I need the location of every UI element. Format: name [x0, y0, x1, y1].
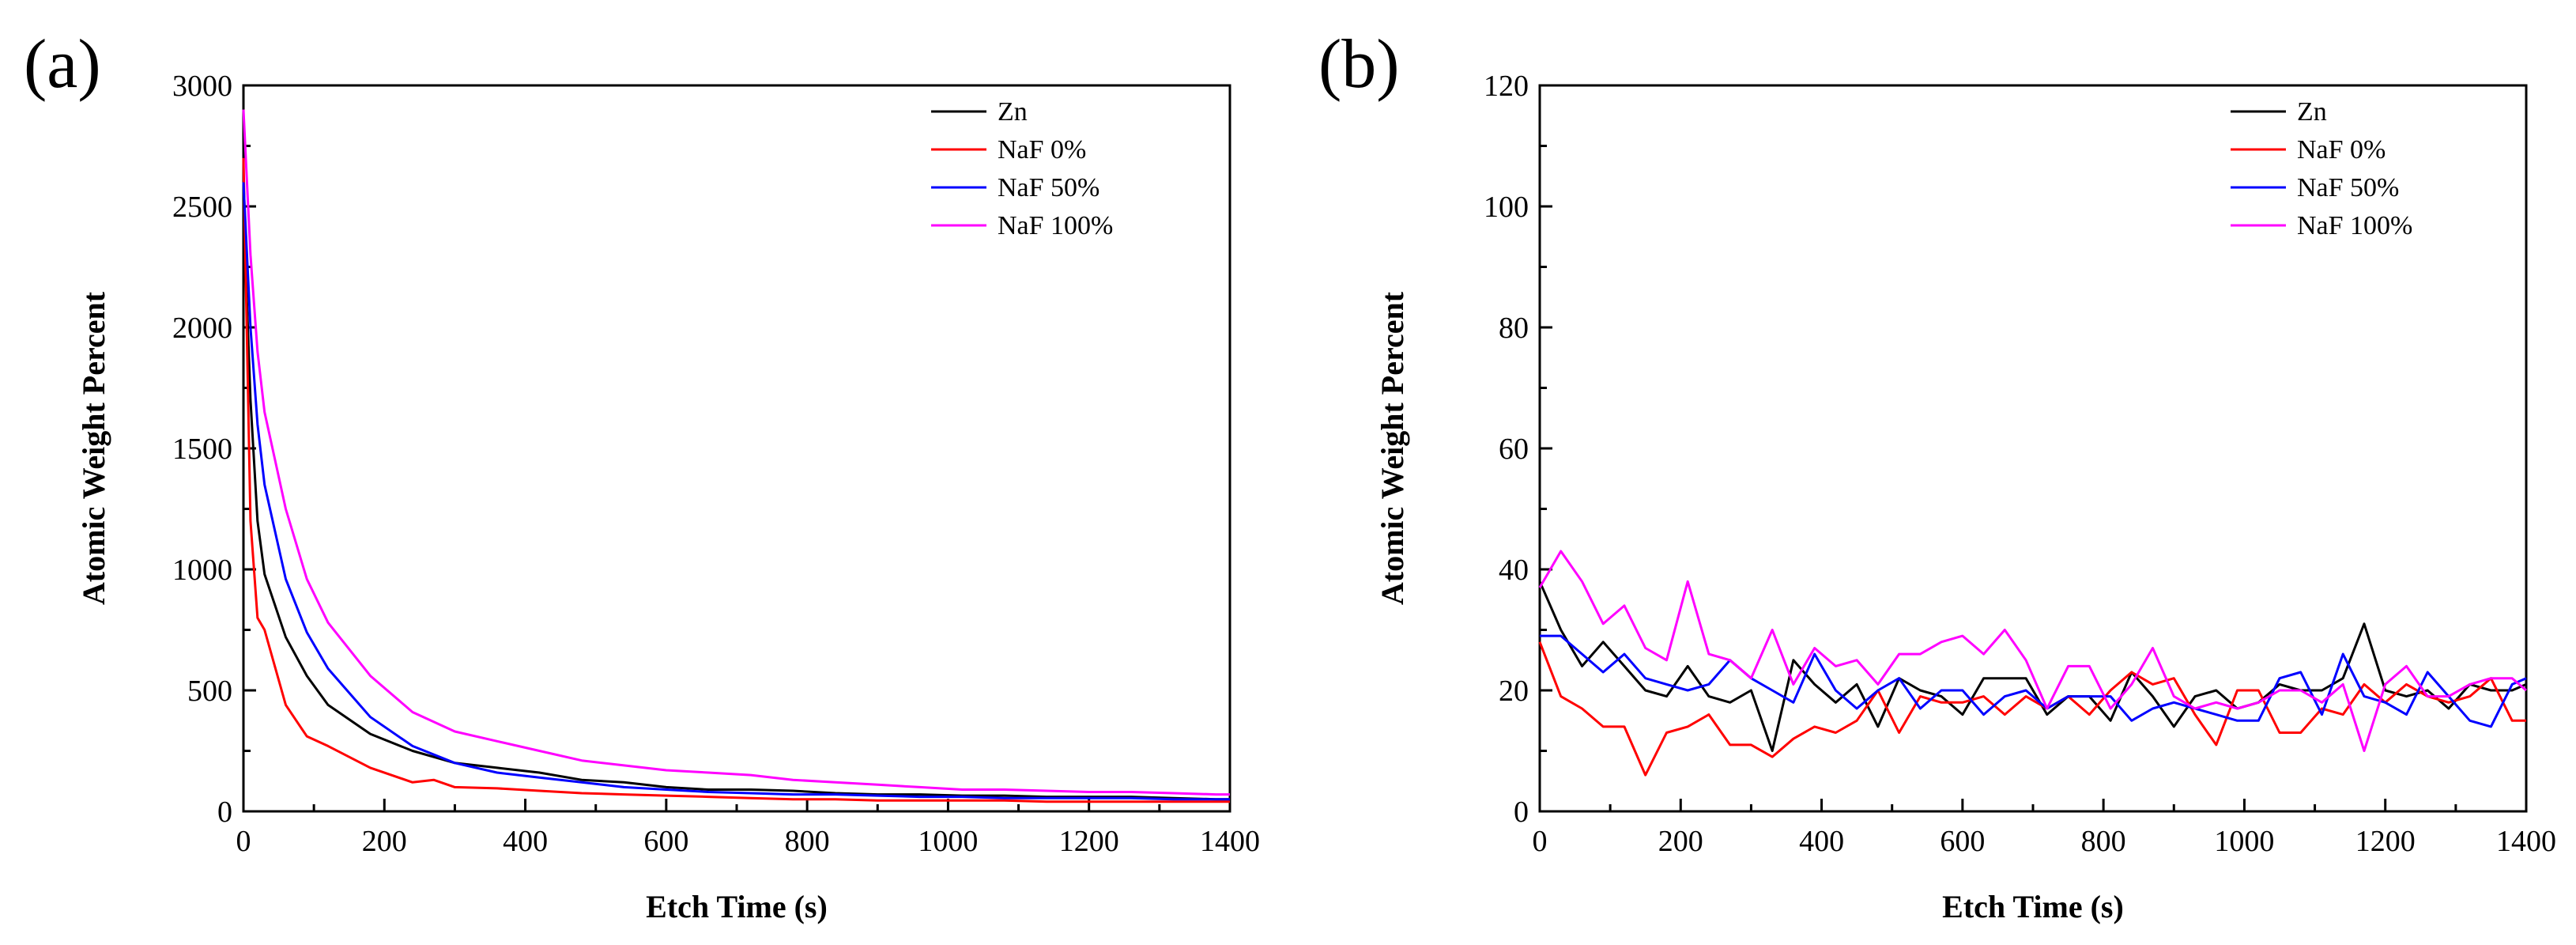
y-tick-label: 120	[1484, 70, 1529, 103]
y-tick-label: 2000	[172, 312, 232, 345]
panel-label: (a)	[24, 26, 101, 103]
x-tick-label: 600	[643, 825, 688, 858]
y-tick-label: 0	[1514, 796, 1529, 829]
y-tick-label: 0	[217, 796, 232, 829]
legend-label-zn: Zn	[998, 97, 1028, 127]
y-tick-label: 40	[1499, 554, 1529, 587]
x-axis-label: Etch Time (s)	[646, 889, 828, 924]
x-tick-label: 1000	[918, 825, 978, 858]
series-line-naf-50	[242, 182, 1230, 801]
x-tick-label: 0	[236, 825, 251, 858]
x-tick-label: 400	[1799, 825, 1844, 858]
y-tick-label: 3000	[172, 70, 232, 103]
x-tick-label: 800	[2081, 825, 2126, 858]
panel-a: (a) 0 200 400 600 800 1000 1200 1400 0 500 1000 150…	[24, 26, 1260, 924]
legend: Zn NaF 0% NaF 50% NaF 100%	[931, 97, 1113, 240]
legend-label-zn: Zn	[2297, 97, 2327, 127]
panel-label: (b)	[1318, 26, 1400, 103]
tick-group: 0 200 400 600 800 1000 1200 1400 0 500 1000 1500 200…	[172, 70, 1260, 858]
legend-label-naf-0: NaF 0%	[2297, 135, 2386, 164]
panel-b: (b) 0 200 400 600 800 1000 1200 1400 0 20 40 60 80 10…	[1318, 26, 2556, 924]
x-tick-label: 1400	[2496, 825, 2556, 858]
legend-label-naf-50: NaF 50%	[2297, 173, 2399, 202]
series-line-naf-0	[1538, 641, 2526, 777]
x-tick-label: 600	[1940, 825, 1985, 858]
legend-label-naf-0: NaF 0%	[998, 135, 1086, 164]
x-tick-label: 0	[1533, 825, 1548, 858]
x-tick-label: 1200	[2355, 825, 2416, 858]
series-line-naf-100	[242, 109, 1230, 796]
legend-label-naf-100: NaF 100%	[998, 211, 1113, 240]
y-tick-label: 100	[1484, 191, 1529, 224]
series-group	[242, 109, 1230, 803]
x-tick-label: 400	[503, 825, 548, 858]
x-tick-label: 800	[785, 825, 830, 858]
y-tick-label: 60	[1499, 433, 1529, 466]
x-axis-label: Etch Time (s)	[1942, 889, 2124, 924]
legend-label-naf-50: NaF 50%	[998, 173, 1099, 202]
y-tick-label: 2500	[172, 191, 232, 224]
y-tick-label: 1500	[172, 433, 232, 466]
series-line-naf-50	[1540, 634, 2527, 728]
legend-label-naf-100: NaF 100%	[2297, 211, 2412, 240]
y-tick-label: 20	[1499, 675, 1529, 708]
y-axis-label: Atomic Weight Percent	[1375, 291, 1410, 605]
series-group	[1538, 550, 2527, 777]
y-tick-label: 500	[187, 675, 232, 708]
y-axis-label: Atomic Weight Percent	[76, 291, 111, 605]
x-tick-label: 200	[1658, 825, 1703, 858]
y-tick-label: 80	[1499, 312, 1529, 345]
x-tick-label: 1400	[1200, 825, 1260, 858]
series-line-naf-0	[242, 157, 1230, 803]
x-tick-label: 1200	[1059, 825, 1119, 858]
y-tick-label: 1000	[172, 554, 232, 587]
x-tick-label: 200	[362, 825, 407, 858]
x-tick-label: 1000	[2214, 825, 2274, 858]
series-line-zn	[1538, 580, 2527, 752]
series-line-zn	[242, 206, 1230, 801]
legend: Zn NaF 0% NaF 50% NaF 100%	[2231, 97, 2412, 240]
series-line-naf-100	[1538, 550, 2527, 752]
tick-group: 0 200 400 600 800 1000 1200 1400 0 20 40 60 80 100 120	[1484, 70, 2556, 858]
